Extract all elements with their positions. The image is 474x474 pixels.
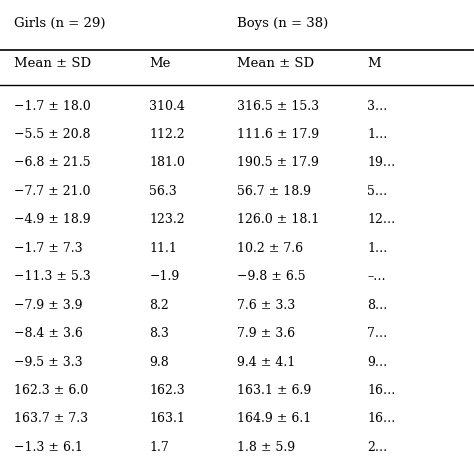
Text: −11.3 ± 5.3: −11.3 ± 5.3	[14, 270, 91, 283]
Text: 111.6 ± 17.9: 111.6 ± 17.9	[237, 128, 319, 141]
Text: 112.2: 112.2	[149, 128, 185, 141]
Text: 1.8 ± 5.9: 1.8 ± 5.9	[237, 441, 295, 454]
Text: 181.0: 181.0	[149, 156, 185, 169]
Text: 11.1: 11.1	[149, 242, 177, 255]
Text: M: M	[367, 57, 381, 70]
Text: 9.4 ± 4.1: 9.4 ± 4.1	[237, 356, 295, 368]
Text: 316.5 ± 15.3: 316.5 ± 15.3	[237, 100, 319, 112]
Text: 3…: 3…	[367, 100, 388, 112]
Text: 8…: 8…	[367, 299, 388, 311]
Text: 2…: 2…	[367, 441, 388, 454]
Text: 163.7 ± 7.3: 163.7 ± 7.3	[14, 412, 88, 425]
Text: 7.9 ± 3.6: 7.9 ± 3.6	[237, 327, 295, 340]
Text: 8.3: 8.3	[149, 327, 169, 340]
Text: 5…: 5…	[367, 185, 388, 198]
Text: 123.2: 123.2	[149, 213, 185, 226]
Text: 8.2: 8.2	[149, 299, 169, 311]
Text: 162.3: 162.3	[149, 384, 185, 397]
Text: 16…: 16…	[367, 384, 396, 397]
Text: −8.4 ± 3.6: −8.4 ± 3.6	[14, 327, 83, 340]
Text: 10.2 ± 7.6: 10.2 ± 7.6	[237, 242, 303, 255]
Text: 310.4: 310.4	[149, 100, 185, 112]
Text: 9…: 9…	[367, 356, 388, 368]
Text: −7.9 ± 3.9: −7.9 ± 3.9	[14, 299, 83, 311]
Text: 56.7 ± 18.9: 56.7 ± 18.9	[237, 185, 311, 198]
Text: 7…: 7…	[367, 327, 388, 340]
Text: –…: –…	[367, 270, 386, 283]
Text: 162.3 ± 6.0: 162.3 ± 6.0	[14, 384, 89, 397]
Text: Me: Me	[149, 57, 171, 70]
Text: −1.9: −1.9	[149, 270, 180, 283]
Text: Girls (n = 29): Girls (n = 29)	[14, 17, 106, 29]
Text: 1…: 1…	[367, 242, 388, 255]
Text: 7.6 ± 3.3: 7.6 ± 3.3	[237, 299, 295, 311]
Text: −9.5 ± 3.3: −9.5 ± 3.3	[14, 356, 83, 368]
Text: 12…: 12…	[367, 213, 396, 226]
Text: 163.1: 163.1	[149, 412, 185, 425]
Text: −9.8 ± 6.5: −9.8 ± 6.5	[237, 270, 306, 283]
Text: −1.3 ± 6.1: −1.3 ± 6.1	[14, 441, 83, 454]
Text: −6.8 ± 21.5: −6.8 ± 21.5	[14, 156, 91, 169]
Text: 190.5 ± 17.9: 190.5 ± 17.9	[237, 156, 319, 169]
Text: −5.5 ± 20.8: −5.5 ± 20.8	[14, 128, 91, 141]
Text: −7.7 ± 21.0: −7.7 ± 21.0	[14, 185, 91, 198]
Text: 1…: 1…	[367, 128, 388, 141]
Text: 56.3: 56.3	[149, 185, 177, 198]
Text: Mean ± SD: Mean ± SD	[14, 57, 91, 70]
Text: 19…: 19…	[367, 156, 396, 169]
Text: −4.9 ± 18.9: −4.9 ± 18.9	[14, 213, 91, 226]
Text: 1.7: 1.7	[149, 441, 169, 454]
Text: Mean ± SD: Mean ± SD	[237, 57, 314, 70]
Text: −1.7 ± 18.0: −1.7 ± 18.0	[14, 100, 91, 112]
Text: 163.1 ± 6.9: 163.1 ± 6.9	[237, 384, 311, 397]
Text: 9.8: 9.8	[149, 356, 169, 368]
Text: 164.9 ± 6.1: 164.9 ± 6.1	[237, 412, 311, 425]
Text: 126.0 ± 18.1: 126.0 ± 18.1	[237, 213, 319, 226]
Text: Boys (n = 38): Boys (n = 38)	[237, 17, 328, 29]
Text: 16…: 16…	[367, 412, 396, 425]
Text: −1.7 ± 7.3: −1.7 ± 7.3	[14, 242, 83, 255]
